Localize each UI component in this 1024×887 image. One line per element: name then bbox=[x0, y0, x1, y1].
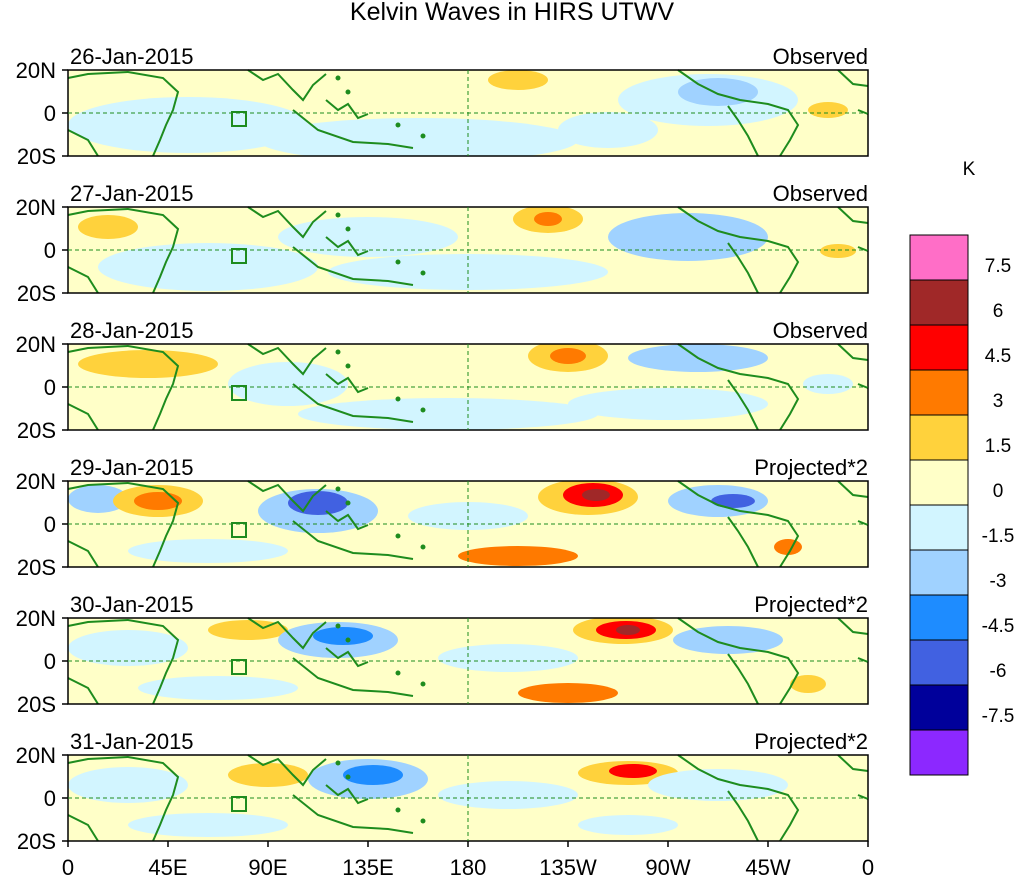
panel-type: Observed bbox=[773, 318, 868, 343]
x-tick-label: 0 bbox=[62, 855, 74, 880]
colorbar-label: 7.5 bbox=[985, 256, 1011, 277]
y-tick-label: 0 bbox=[44, 101, 56, 126]
y-tick-label: 0 bbox=[44, 649, 56, 674]
y-tick-label: 20S bbox=[17, 555, 56, 580]
colorbar-label: 6 bbox=[993, 301, 1004, 322]
colorbar-swatch bbox=[909, 414, 969, 461]
y-tick-label: 0 bbox=[44, 786, 56, 811]
y-tick-label: 20S bbox=[17, 418, 56, 443]
colorbar-label: 0 bbox=[993, 481, 1004, 502]
colorbar-label: -1.5 bbox=[982, 526, 1015, 547]
panel-date: 26-Jan-2015 bbox=[70, 44, 194, 69]
colorbar-swatch bbox=[909, 639, 969, 686]
colorbar-swatch bbox=[909, 549, 969, 596]
y-tick-label: 20N bbox=[16, 195, 56, 220]
y-tick-label: 20N bbox=[16, 332, 56, 357]
colorbar-label: -3 bbox=[990, 571, 1007, 592]
panel-type: Observed bbox=[773, 44, 868, 69]
panel-type: Projected*2 bbox=[754, 455, 868, 480]
y-tick-label: 0 bbox=[44, 512, 56, 537]
y-tick-label: 20N bbox=[16, 743, 56, 768]
figure-title: Kelvin Waves in HIRS UTWV bbox=[349, 0, 675, 26]
colorbar-swatch bbox=[909, 684, 969, 731]
y-tick-label: 20N bbox=[16, 606, 56, 631]
y-tick-label: 20N bbox=[16, 58, 56, 83]
panel-type: Projected*2 bbox=[754, 729, 868, 754]
colorbar-label: -6 bbox=[990, 661, 1007, 682]
panel-date: 31-Jan-2015 bbox=[70, 729, 194, 754]
colorbar-swatch bbox=[909, 279, 969, 326]
colorbar-label: 4.5 bbox=[985, 346, 1011, 367]
colorbar-swatch bbox=[909, 729, 969, 776]
colorbar-label: 1.5 bbox=[985, 436, 1011, 457]
x-tick-label: 135E bbox=[342, 855, 393, 880]
colorbar-swatch bbox=[909, 459, 969, 506]
x-tick-label: 180 bbox=[450, 855, 487, 880]
colorbar-swatch bbox=[909, 324, 969, 371]
x-tick-label: 90E bbox=[248, 855, 287, 880]
panel-type: Observed bbox=[773, 181, 868, 206]
colorbar-unit: K bbox=[963, 159, 976, 180]
y-tick-label: 20S bbox=[17, 829, 56, 854]
panel-date: 27-Jan-2015 bbox=[70, 181, 194, 206]
colorbar-swatch bbox=[909, 504, 969, 551]
y-tick-label: 20N bbox=[16, 469, 56, 494]
y-tick-label: 20S bbox=[17, 281, 56, 306]
panel-date: 29-Jan-2015 bbox=[70, 455, 194, 480]
panel-date: 28-Jan-2015 bbox=[70, 318, 194, 343]
y-tick-label: 0 bbox=[44, 238, 56, 263]
x-tick-label: 0 bbox=[862, 855, 874, 880]
colorbar-swatch bbox=[909, 594, 969, 641]
colorbar-label: -4.5 bbox=[982, 616, 1015, 637]
colorbar-swatch bbox=[909, 369, 969, 416]
x-tick-label: 135W bbox=[539, 855, 597, 880]
colorbar: 7.5 6 4.5 3 1.5 0 -1.5 -3 -4.5 -6 -7.5 K bbox=[909, 159, 1015, 776]
x-tick-label: 45E bbox=[148, 855, 187, 880]
y-tick-label: 20S bbox=[17, 144, 56, 169]
panel-date: 30-Jan-2015 bbox=[70, 592, 194, 617]
colorbar-swatch bbox=[909, 234, 969, 281]
colorbar-label: 3 bbox=[993, 391, 1004, 412]
y-tick-label: 0 bbox=[44, 375, 56, 400]
colorbar-label: -7.5 bbox=[982, 706, 1015, 727]
x-tick-label: 45W bbox=[745, 855, 790, 880]
panel-type: Projected*2 bbox=[754, 592, 868, 617]
y-tick-label: 20S bbox=[17, 692, 56, 717]
x-tick-label: 90W bbox=[645, 855, 690, 880]
